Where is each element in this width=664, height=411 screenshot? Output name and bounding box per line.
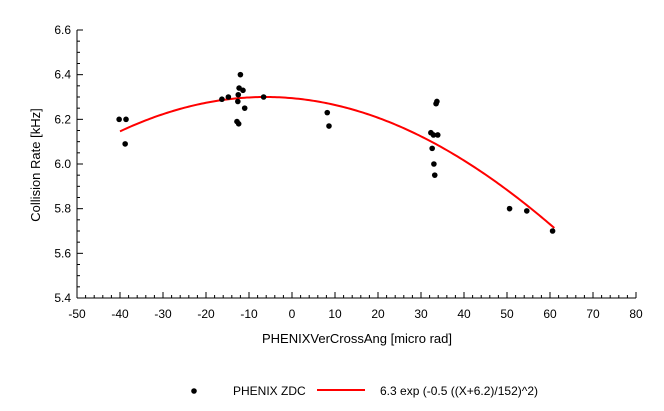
legend: PHENIX ZDC 6.3 exp (-0.5 ((X+6.2)/152)^2… (191, 384, 538, 398)
data-point (225, 94, 232, 100)
x-tick-label: -40 (111, 307, 129, 321)
y-tick-label: 5.8 (54, 202, 71, 216)
x-tick-label: -10 (240, 307, 258, 321)
data-point (116, 116, 122, 123)
data-point (260, 94, 267, 100)
data-point (429, 145, 435, 152)
axes (76, 30, 636, 299)
x-tick-label: 30 (414, 307, 428, 321)
x-tick-label: -30 (154, 307, 172, 321)
data-point (235, 121, 242, 127)
data-point (434, 98, 440, 105)
data-point (235, 91, 242, 98)
data-point (324, 109, 331, 116)
x-tick-label: 60 (543, 307, 557, 321)
y-axis-label: Collision Rate [kHz] (28, 108, 43, 221)
y-axis-ticks: 5.4 5.6 5.8 6.0 6.2 6.4 6.6 (54, 23, 83, 305)
data-point (523, 208, 530, 214)
data-point (431, 172, 438, 178)
fit-curve-series (119, 96, 555, 229)
x-axis-label: PHENIXVerCrossAng [micro rad] (262, 331, 452, 346)
legend-label-points: PHENIX ZDC (233, 384, 306, 398)
x-tick-label: -20 (197, 307, 215, 321)
y-tick-label: 6.6 (54, 23, 71, 37)
data-point (431, 161, 437, 167)
x-tick-label: 80 (629, 307, 643, 321)
data-point (434, 132, 441, 138)
data-point (430, 132, 437, 138)
data-point (237, 71, 244, 78)
data-point (549, 228, 556, 234)
x-axis-ticks: -50 -40 -30 -20 -10 0 10 20 30 40 50 60 70 80 (68, 292, 643, 321)
x-tick-label: 0 (289, 307, 296, 321)
data-point (506, 205, 513, 212)
data-point (241, 105, 248, 111)
x-tick-label: 50 (500, 307, 514, 321)
x-tick-label: -50 (68, 307, 86, 321)
fit-curve (119, 96, 555, 229)
x-tick-label: 20 (371, 307, 385, 321)
legend-marker-points (191, 388, 197, 394)
data-point (240, 87, 246, 94)
data-point (235, 98, 241, 105)
x-tick-label: 70 (586, 307, 600, 321)
y-tick-label: 5.4 (54, 291, 71, 305)
legend-label-line: 6.3 exp (-0.5 ((X+6.2)/152)^2) (380, 384, 538, 398)
y-tick-label: 6.4 (54, 68, 71, 82)
y-tick-label: 6.2 (54, 112, 71, 126)
x-tick-label: 10 (328, 307, 342, 321)
y-tick-label: 6.0 (54, 157, 71, 171)
data-point (326, 123, 332, 129)
x-tick-label: 40 (457, 307, 471, 321)
data-point (123, 116, 129, 123)
data-point-series (116, 71, 556, 234)
y-tick-label: 5.6 (54, 246, 71, 260)
data-point (122, 141, 128, 147)
data-point (219, 96, 225, 103)
